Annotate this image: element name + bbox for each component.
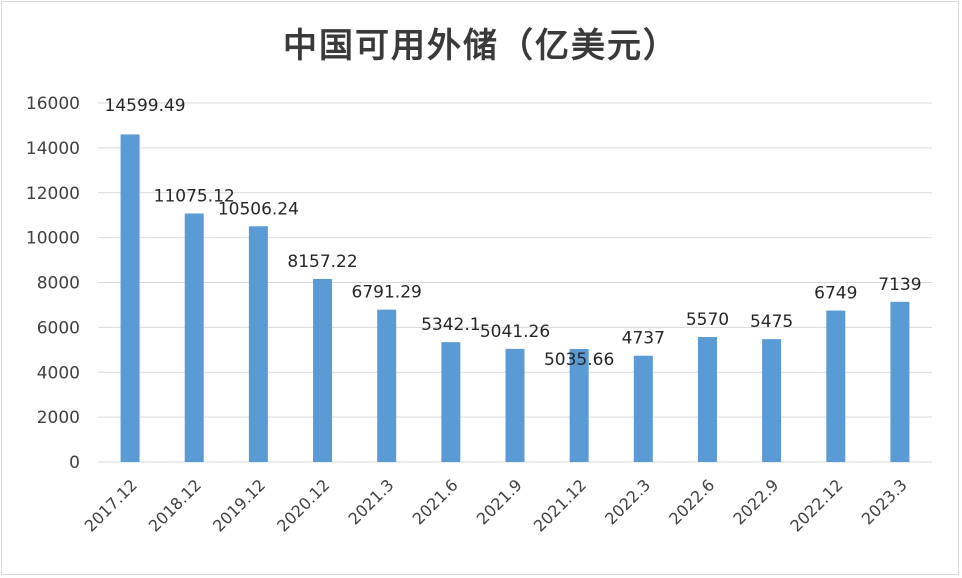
x-tick-label: 2018.12 xyxy=(145,475,205,535)
x-tick-label: 2017.12 xyxy=(81,475,141,535)
bar xyxy=(826,310,846,462)
y-tick-label: 10000 xyxy=(26,229,80,249)
bars xyxy=(120,134,910,462)
data-label: 5035.66 xyxy=(544,350,614,370)
data-label: 8157.22 xyxy=(287,252,357,272)
y-tick-label: 16000 xyxy=(26,94,80,114)
data-label: 7139 xyxy=(878,275,921,295)
data-label: 11075.12 xyxy=(154,187,235,207)
x-tick-label: 2021.3 xyxy=(344,475,397,528)
x-tick-label: 2022.3 xyxy=(601,475,654,528)
bar xyxy=(313,278,333,462)
y-tick-label: 0 xyxy=(69,453,80,473)
y-tick-label: 14000 xyxy=(26,139,80,159)
y-tick-label: 6000 xyxy=(37,318,80,338)
x-tick-label: 2021.9 xyxy=(473,475,526,528)
bar xyxy=(697,337,717,462)
x-tick-label: 2021.6 xyxy=(409,475,462,528)
y-tick-label: 4000 xyxy=(37,363,80,383)
x-tick-label: 2021.12 xyxy=(530,475,590,535)
x-tick-label: 2020.12 xyxy=(273,475,333,535)
bar xyxy=(633,355,653,462)
data-label: 4737 xyxy=(622,329,665,349)
y-tick-label: 8000 xyxy=(37,274,80,294)
x-tick-label: 2022.12 xyxy=(786,475,846,535)
bar xyxy=(184,213,204,462)
y-axis-ticks: 0 2000 4000 6000 8000 10000 12000 14000 16000 xyxy=(26,94,80,473)
data-label: 5041.26 xyxy=(480,322,550,342)
y-tick-label: 2000 xyxy=(37,408,80,428)
x-tick-label: 2023.3 xyxy=(858,475,911,528)
bar xyxy=(377,309,397,462)
bar xyxy=(120,134,140,462)
bar xyxy=(505,348,525,462)
data-label: 14599.49 xyxy=(105,96,186,116)
bar xyxy=(762,339,782,462)
data-label: 5342.1 xyxy=(421,315,480,335)
data-label: 5570 xyxy=(686,310,729,330)
x-tick-label: 2022.9 xyxy=(729,475,782,528)
chart-title: 中国可用外储（亿美元） xyxy=(283,26,679,66)
x-tick-label: 2022.6 xyxy=(665,475,718,528)
bar xyxy=(890,301,910,462)
data-label: 6749 xyxy=(814,284,857,304)
data-label: 6791.29 xyxy=(352,283,422,303)
bar xyxy=(441,342,461,462)
y-tick-label: 12000 xyxy=(26,184,80,204)
x-axis-labels: 2017.12 2018.12 2019.12 2020.12 2021.3 2021.6… xyxy=(81,475,911,535)
data-label: 10506.24 xyxy=(218,199,299,219)
x-tick-label: 2019.12 xyxy=(209,475,269,535)
bar xyxy=(248,226,268,462)
bar xyxy=(569,349,589,462)
data-label: 5475 xyxy=(750,312,793,332)
